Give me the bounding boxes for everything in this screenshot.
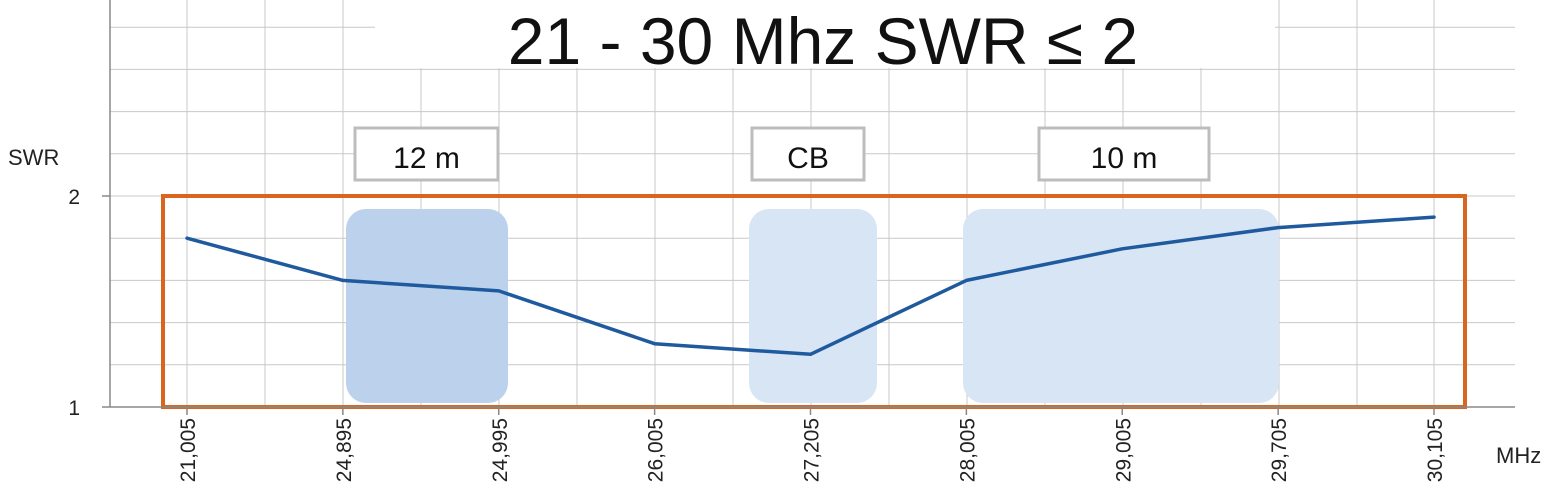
x-tick-label: 30,105 bbox=[1424, 418, 1447, 482]
y-tick-label: 1 bbox=[68, 397, 80, 420]
x-tick-label: 28,005 bbox=[956, 418, 979, 482]
series-line bbox=[185, 215, 1436, 357]
title-background bbox=[375, 0, 1275, 68]
x-tick-label: 21,005 bbox=[177, 418, 200, 482]
band-label-layer: 12 m CB 10 m bbox=[353, 126, 1211, 182]
x-tick-label: 27,205 bbox=[801, 418, 824, 482]
band-highlight bbox=[749, 209, 877, 403]
x-tick-label: 24,995 bbox=[489, 418, 512, 482]
x-tick-label: 29,005 bbox=[1112, 418, 1135, 482]
band-label-box bbox=[1037, 126, 1211, 182]
band-label-box bbox=[750, 126, 866, 182]
band-layer bbox=[346, 209, 1279, 403]
x-tick-label: 24,895 bbox=[333, 418, 356, 482]
band-label-box bbox=[353, 126, 500, 182]
y-axis-label: SWR bbox=[8, 145, 59, 170]
band-label: 12 m bbox=[393, 142, 460, 175]
band-label: 10 m bbox=[1091, 142, 1158, 175]
band-highlight bbox=[963, 209, 1279, 403]
x-tick-label: 26,005 bbox=[645, 418, 668, 482]
band-label: CB bbox=[787, 142, 829, 175]
chart-title: 21 - 30 Mhz SWR ≤ 2 bbox=[508, 4, 1138, 78]
y-tick-label: 2 bbox=[68, 186, 80, 209]
x-tick-label: 29,705 bbox=[1268, 418, 1291, 482]
x-axis-label: MHz bbox=[1496, 443, 1541, 468]
band-highlight bbox=[346, 209, 508, 403]
axis-layer: 1 2 21,005 24,895 24,995 26,005 27,205 28,005 29… bbox=[68, 0, 1515, 482]
